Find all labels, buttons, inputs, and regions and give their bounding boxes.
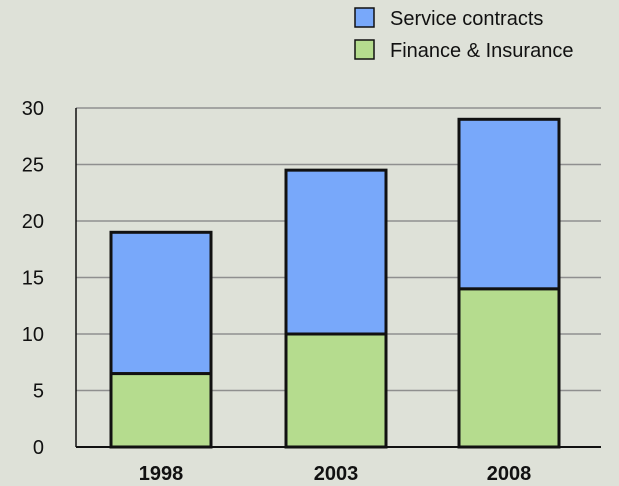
y-tick-label: 5 [33, 381, 44, 403]
bar-finance-insurance-2008 [457, 287, 561, 449]
legend-label-service-contracts: Service contracts [390, 8, 543, 30]
bar-finance-insurance-2003 [284, 332, 388, 449]
bar-service-contracts-2008 [457, 117, 561, 291]
y-tick-label: 10 [22, 324, 44, 346]
y-tick-label: 30 [22, 98, 44, 120]
x-tick-label: 1998 [139, 463, 184, 485]
legend: Service contracts Finance & Insurance [354, 7, 573, 62]
y-tick-labels: 0 5 10 15 20 25 30 [22, 98, 44, 459]
bars [109, 117, 561, 449]
bar-service-contracts-2003 [284, 168, 388, 336]
legend-swatch-finance-insurance [354, 39, 375, 60]
x-tick-label: 2008 [487, 463, 532, 485]
axes [75, 108, 601, 448]
bar-finance-insurance-1998 [109, 372, 213, 449]
legend-swatch-service-contracts [354, 7, 375, 28]
y-tick-label: 20 [22, 211, 44, 233]
y-tick-label: 15 [22, 268, 44, 290]
x-tick-labels: 1998 2003 2008 [139, 463, 532, 485]
legend-label-finance-insurance: Finance & Insurance [390, 40, 573, 62]
y-tick-label: 25 [22, 155, 44, 177]
bar-service-contracts-1998 [109, 230, 213, 376]
y-tick-label: 0 [33, 437, 44, 459]
x-tick-label: 2003 [314, 463, 359, 485]
